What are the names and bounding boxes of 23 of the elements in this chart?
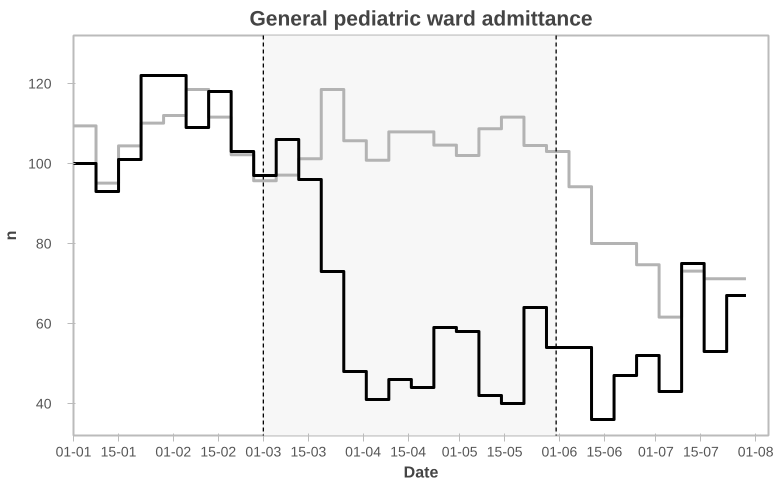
x-tick-label: 01-01 [56,444,92,460]
x-tick-label: 15-04 [390,444,426,460]
x-tick-label: 15-03 [290,444,326,460]
y-tick-label: 40 [36,396,52,412]
chart-title: General pediatric ward admittance [249,8,593,30]
x-tick-label: 01-03 [245,444,282,460]
y-tick-label: 100 [28,156,52,172]
y-tick-label: 60 [36,316,52,332]
x-axis-title: Date [404,464,438,482]
y-tick-label: 120 [28,76,52,92]
x-tick-label: 15-06 [586,444,623,460]
x-tick-label: 01-04 [345,444,382,460]
x-tick-label: 01-05 [442,444,478,460]
x-tick-label: 01-08 [738,444,773,460]
y-tick-label: 80 [36,236,52,252]
x-tick-label: 01-07 [638,444,674,460]
x-tick-label: 15-02 [200,444,236,460]
x-tick-label: 15-07 [683,444,720,460]
y-axis-title: n [3,230,20,240]
x-tick-label: 15-01 [100,444,137,460]
x-tick-label: 15-05 [486,444,523,460]
x-tick-label: 01-02 [155,444,192,460]
x-tick-label: 01-06 [541,444,578,460]
